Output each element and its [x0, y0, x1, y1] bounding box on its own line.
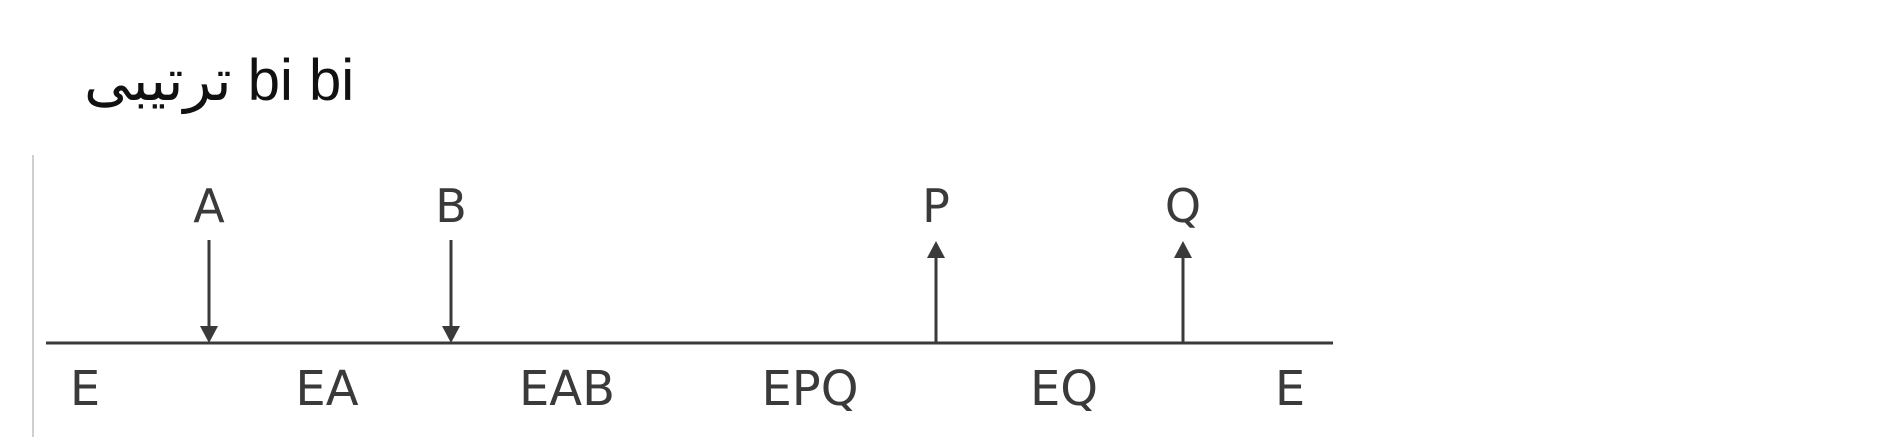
event-a-arrowhead: [200, 326, 218, 343]
event-b-label: B: [435, 179, 467, 233]
state-label: EQ: [1030, 361, 1098, 417]
state-label: E: [70, 361, 100, 417]
event-a-label: A: [193, 179, 225, 233]
event-p: P: [922, 179, 950, 343]
state-label: EA: [295, 361, 358, 417]
event-a: A: [193, 179, 225, 343]
event-q: Q: [1165, 179, 1201, 343]
page-title: ترتیبی bi bi: [84, 48, 355, 113]
state-label: EPQ: [761, 361, 858, 417]
state-label: E: [1275, 361, 1305, 417]
event-p-label: P: [922, 179, 950, 233]
event-q-arrowhead: [1174, 241, 1192, 258]
event-b-arrowhead: [442, 326, 460, 343]
event-p-arrowhead: [927, 241, 945, 258]
event-q-label: Q: [1165, 179, 1201, 233]
state-label: EAB: [519, 361, 615, 417]
event-b: B: [435, 179, 467, 343]
